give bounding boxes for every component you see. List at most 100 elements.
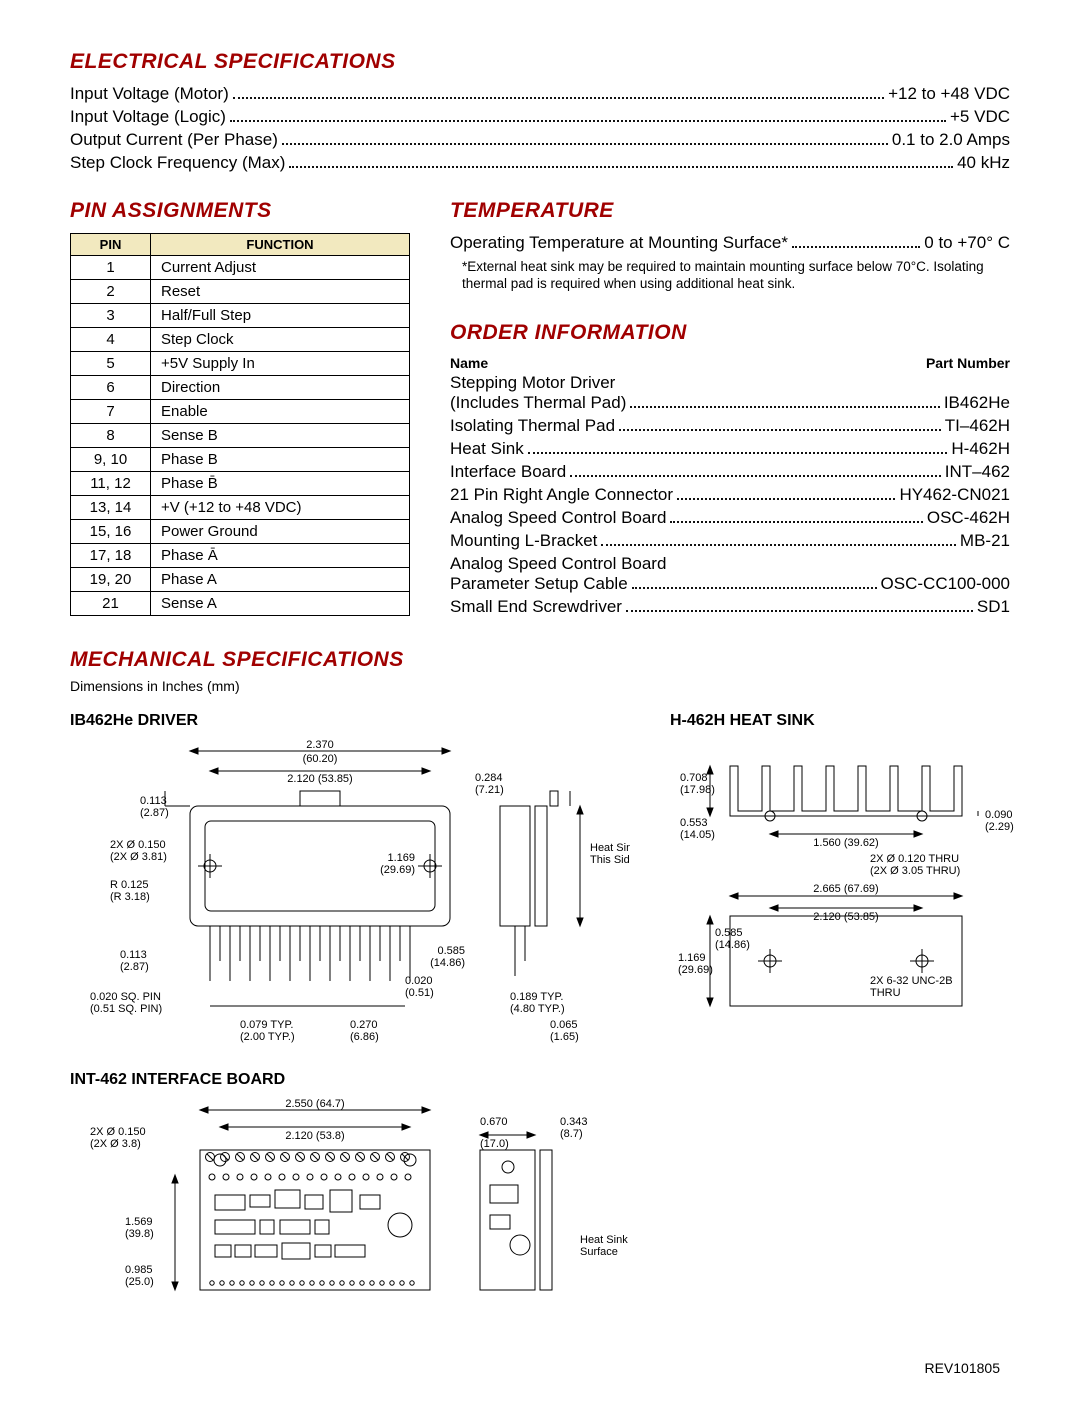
svg-text:(2.87): (2.87) [140,807,169,819]
table-row: 4Step Clock [71,328,410,352]
pin-cell: 2 [71,280,151,304]
interface-svg: 2.550 (64.7) 2.120 (53.8) 2X Ø 0.150 (2X… [70,1095,690,1325]
svg-text:0.270: 0.270 [350,1019,378,1031]
svg-text:(1.65): (1.65) [550,1031,579,1043]
order-row: Interface Board INT–462 [450,462,1010,482]
spec-value: 40 kHz [957,153,1010,173]
leader-dots [670,509,922,523]
mech-sub: Dimensions in Inches (mm) [70,678,1010,694]
svg-text:Heat Sink: Heat Sink [590,842,630,854]
leader-dots [282,131,888,145]
svg-text:(2.87): (2.87) [120,961,149,973]
order-name: Isolating Thermal Pad [450,416,615,436]
table-row: 3Half/Full Step [71,304,410,328]
svg-text:0.553: 0.553 [680,817,708,829]
func-cell: Phase B̄ [151,472,410,496]
svg-text:(29.69): (29.69) [380,864,415,876]
order-part: INT–462 [945,462,1010,482]
pin-cell: 5 [71,352,151,376]
svg-text:(2X Ø 3.8): (2X Ø 3.8) [90,1138,141,1150]
func-cell: +5V Supply In [151,352,410,376]
svg-text:2X Ø 0.120 THRU: 2X Ø 0.120 THRU [870,853,959,865]
spec-value: +12 to +48 VDC [888,84,1010,104]
order-row: Parameter Setup CableOSC-CC100-000 [450,574,1010,594]
table-row: 21Sense A [71,592,410,616]
table-row: 8Sense B [71,424,410,448]
order-rows: Stepping Motor Driver(Includes Thermal P… [450,373,1010,617]
svg-text:1.560 (39.62): 1.560 (39.62) [813,837,878,849]
order-name: Analog Speed Control Board [450,508,666,528]
interface-diagram: INT-462 INTERFACE BOARD [70,1071,1010,1330]
th-func: FUNCTION [151,234,410,256]
svg-text:2.665 (67.69): 2.665 (67.69) [813,883,878,895]
mech-title: MECHANICAL SPECIFICATIONS [70,648,1010,672]
pin-cell: 9, 10 [71,448,151,472]
func-cell: Sense B [151,424,410,448]
svg-text:(14.86): (14.86) [430,957,465,969]
temp-value: 0 to +70° C [924,233,1010,253]
spec-label: Input Voltage (Motor) [70,84,229,104]
svg-text:THRU: THRU [870,987,901,999]
svg-text:2X Ø 0.150: 2X Ø 0.150 [110,839,166,851]
func-cell: Phase Ā [151,544,410,568]
svg-text:2X Ø 0.150: 2X Ø 0.150 [90,1126,146,1138]
electrical-title: ELECTRICAL SPECIFICATIONS [70,50,1010,74]
heatsink-diagram: H-462H HEAT SINK [670,712,1030,1061]
svg-text:(17.0): (17.0) [480,1138,509,1150]
leader-dots [601,532,956,546]
order-part: H-462H [951,439,1010,459]
order-part: MB-21 [960,531,1010,551]
func-cell: Enable [151,400,410,424]
pin-table: PIN FUNCTION 1Current Adjust2Reset3Half/… [70,233,410,616]
svg-text:0.065: 0.065 [550,1019,578,1031]
table-row: 7Enable [71,400,410,424]
order-name: Interface Board [450,462,566,482]
order-name: Heat Sink [450,439,524,459]
svg-text:This Side: This Side [590,854,630,866]
heatsink-svg: 0.708 (17.98) 0.553 (14.05) 1.560 (39.62… [670,736,1030,1056]
spec-value: 0.1 to 2.0 Amps [892,130,1010,150]
func-cell: +V (+12 to +48 VDC) [151,496,410,520]
table-row: 13, 14+V (+12 to +48 VDC) [71,496,410,520]
func-cell: Step Clock [151,328,410,352]
svg-text:(14.05): (14.05) [680,829,715,841]
pin-cell: 13, 14 [71,496,151,520]
spec-row: Input Voltage (Motor) +12 to +48 VDC [70,84,1010,104]
pin-cell: 19, 20 [71,568,151,592]
func-cell: Sense A [151,592,410,616]
svg-text:(2.00 TYP.): (2.00 TYP.) [240,1031,295,1043]
temp-label: Operating Temperature at Mounting Surfac… [450,233,788,253]
svg-text:(2X Ø 3.05 THRU): (2X Ø 3.05 THRU) [870,865,960,877]
leader-dots [570,463,941,477]
svg-text:0.189 TYP.: 0.189 TYP. [510,991,563,1003]
pin-cell: 3 [71,304,151,328]
svg-text:0.585: 0.585 [715,927,743,939]
table-row: 1Current Adjust [71,256,410,280]
temp-note: *External heat sink may be required to m… [462,259,1010,293]
leader-dots [792,234,920,248]
svg-text:0.985: 0.985 [125,1264,153,1276]
svg-text:(0.51): (0.51) [405,987,434,999]
table-row: 19, 20Phase A [71,568,410,592]
svg-text:0.079 TYP.: 0.079 TYP. [240,1019,293,1031]
leader-dots [230,108,946,122]
pin-cell: 6 [71,376,151,400]
th-pin: PIN [71,234,151,256]
svg-text:0.113: 0.113 [120,949,147,961]
electrical-section: ELECTRICAL SPECIFICATIONS Input Voltage … [70,50,1010,173]
order-name-continued: Analog Speed Control Board [450,554,1010,574]
temp-row: Operating Temperature at Mounting Surfac… [450,233,1010,253]
spec-row: Output Current (Per Phase)0.1 to 2.0 Amp… [70,130,1010,150]
order-name: (Includes Thermal Pad) [450,393,626,413]
svg-text:(R 3.18): (R 3.18) [110,891,150,903]
order-part: TI–462H [945,416,1010,436]
leader-dots [619,417,941,431]
order-part: OSC-462H [927,508,1010,528]
heatsink-diag-title: H-462H HEAT SINK [670,712,1030,730]
spec-value: +5 VDC [950,107,1010,127]
svg-text:0.020 SQ. PIN: 0.020 SQ. PIN [90,991,161,1003]
order-name: Parameter Setup Cable [450,574,628,594]
interface-diag-title: INT-462 INTERFACE BOARD [70,1071,1010,1089]
order-header-part: Part Number [926,355,1010,371]
pin-cell: 21 [71,592,151,616]
